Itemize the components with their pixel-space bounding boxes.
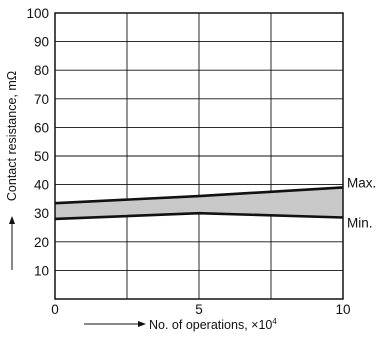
x-axis-arrow-head xyxy=(138,321,146,327)
y-tick-label: 10 xyxy=(34,263,49,278)
x-axis-title-main: No. of operations, ×10 xyxy=(149,318,272,332)
series-line-min xyxy=(54,211,344,221)
plot-frame xyxy=(54,12,344,300)
y-tick-labels: 10 20 30 40 50 60 70 80 90 100 xyxy=(26,6,49,278)
y-axis-title-group: Contact resistance, mΩ xyxy=(5,71,19,270)
y-tick-label: 90 xyxy=(34,35,49,50)
y-tick-label: 60 xyxy=(34,120,49,135)
y-tick-label: 20 xyxy=(34,235,49,250)
series-lines xyxy=(54,186,344,221)
series-labels: Max. Min. xyxy=(347,175,376,230)
series-label-max: Max. xyxy=(347,175,376,190)
band-layer xyxy=(55,187,343,219)
grid-layer xyxy=(55,13,343,299)
x-tick-labels: 0 5 10 xyxy=(51,302,350,317)
range-band xyxy=(55,187,343,219)
x-tick-label: 0 xyxy=(51,302,59,317)
x-tick-label: 5 xyxy=(195,302,203,317)
x-axis-title: No. of operations, ×104 xyxy=(149,317,277,332)
series-line-max xyxy=(54,186,344,205)
y-tick-label: 30 xyxy=(34,206,49,221)
y-axis-arrow-head xyxy=(9,216,15,224)
y-tick-label: 100 xyxy=(26,6,49,21)
x-axis-title-group: No. of operations, ×104 xyxy=(84,317,277,332)
y-tick-label: 50 xyxy=(34,149,49,164)
y-tick-label: 80 xyxy=(34,63,49,78)
series-label-min: Min. xyxy=(347,215,373,230)
x-axis-title-exponent: 4 xyxy=(272,317,277,326)
y-axis-title: Contact resistance, mΩ xyxy=(5,71,19,201)
y-tick-label: 70 xyxy=(34,92,49,107)
y-tick-label: 40 xyxy=(34,178,49,193)
x-tick-label: 10 xyxy=(335,302,350,317)
